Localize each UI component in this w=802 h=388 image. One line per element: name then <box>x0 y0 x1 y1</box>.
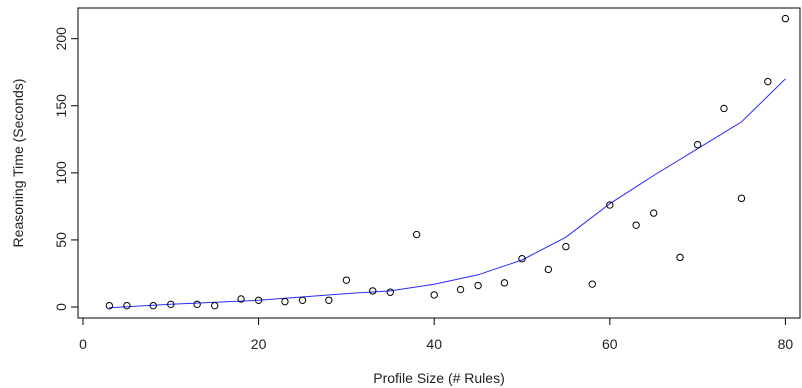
x-tick-label: 60 <box>602 336 618 352</box>
y-tick-label: 200 <box>53 27 69 51</box>
data-point <box>456 285 465 294</box>
x-tick-label: 0 <box>79 336 87 352</box>
data-point <box>518 255 526 263</box>
x-axis: 0 20 40 60 80 <box>79 317 794 352</box>
data-point <box>720 104 728 113</box>
data-point <box>298 296 307 304</box>
data-point <box>342 276 351 284</box>
y-tick-label: 100 <box>53 161 69 185</box>
x-tick-label: 80 <box>778 336 794 352</box>
data-point <box>412 230 421 239</box>
data-point <box>544 265 553 274</box>
y-tick-label: 50 <box>53 232 69 248</box>
plot-frame <box>77 7 801 319</box>
data-point <box>676 253 684 262</box>
x-tick-label: 20 <box>251 336 267 352</box>
x-axis-title: Profile Size (# Rules) <box>373 370 505 386</box>
data-point <box>281 297 289 306</box>
data-point <box>764 77 772 86</box>
y-tick-label: 150 <box>53 94 69 118</box>
data-point <box>737 194 746 203</box>
data-point <box>650 209 658 217</box>
data-point <box>588 280 596 288</box>
data-point <box>149 301 157 310</box>
smoothed-trend-line <box>109 78 786 309</box>
data-point <box>211 301 219 310</box>
data-point <box>237 295 245 303</box>
data-point <box>632 221 640 229</box>
data-point <box>167 300 175 309</box>
data-point <box>386 288 394 296</box>
data-point <box>254 296 263 304</box>
data-point <box>105 301 114 310</box>
data-point <box>325 296 333 304</box>
y-axis: 0 50 100 150 200 <box>53 27 79 311</box>
data-point <box>693 140 702 149</box>
data-points <box>105 14 790 310</box>
data-point <box>781 14 790 23</box>
y-axis-title: Reasoning Time (Seconds) <box>10 79 26 248</box>
data-point <box>123 301 131 310</box>
y-tick-label: 0 <box>53 303 69 311</box>
data-point <box>369 287 377 295</box>
data-point <box>500 279 509 287</box>
x-tick-label: 40 <box>426 336 442 352</box>
data-point <box>562 242 570 251</box>
data-point <box>193 300 201 309</box>
data-point <box>430 291 438 299</box>
data-point <box>474 281 482 290</box>
data-point <box>606 201 614 209</box>
